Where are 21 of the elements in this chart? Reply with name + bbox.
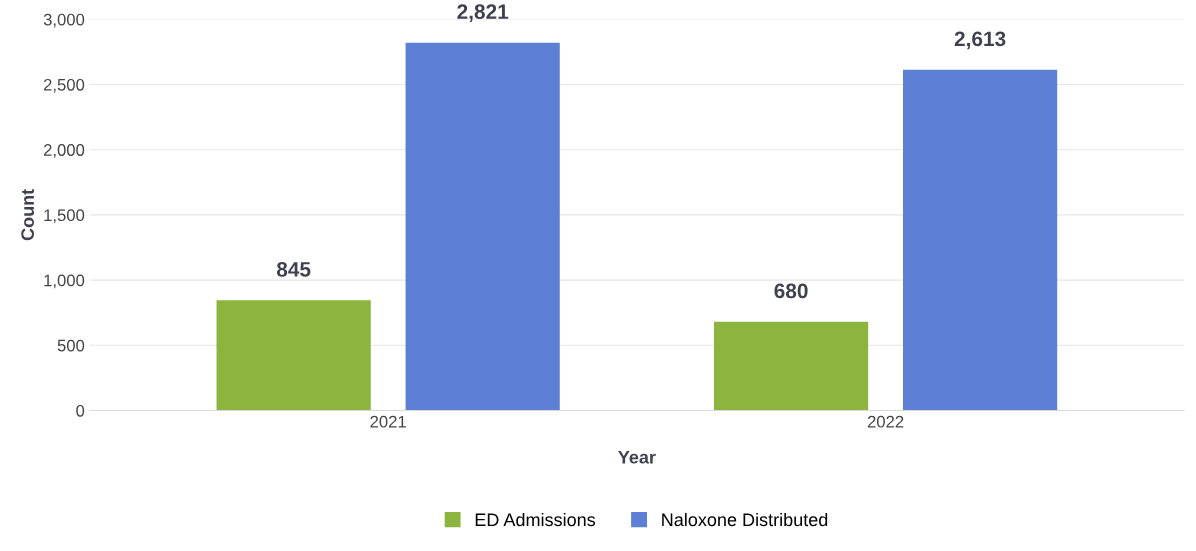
x-tick-label: 2022 — [867, 415, 904, 428]
y-tick-label: 3,000 — [43, 13, 85, 28]
y-axis-title: Count — [21, 189, 35, 241]
x-tick-label: 2021 — [370, 415, 406, 428]
legend-label: Naloxone Distributed — [662, 512, 828, 527]
data-label: 845 — [276, 261, 311, 277]
bar — [713, 321, 869, 411]
legend-label: ED Admissions — [475, 512, 596, 527]
y-tick-label: 2,000 — [43, 144, 85, 158]
y-tick-label: 1,000 — [44, 274, 85, 289]
y-tick-label: 0 — [76, 404, 85, 417]
y-tick-label: 1,500 — [44, 209, 85, 224]
y-tick-label: 500 — [57, 339, 85, 352]
x-axis-title: Year — [618, 451, 656, 464]
bar — [216, 300, 371, 411]
data-label: 2,821 — [457, 4, 509, 23]
data-label: 2,613 — [954, 31, 1006, 50]
data-label: 680 — [774, 283, 808, 299]
y-tick-label: 2,500 — [43, 78, 85, 93]
bar — [902, 69, 1058, 411]
bar — [405, 42, 560, 411]
